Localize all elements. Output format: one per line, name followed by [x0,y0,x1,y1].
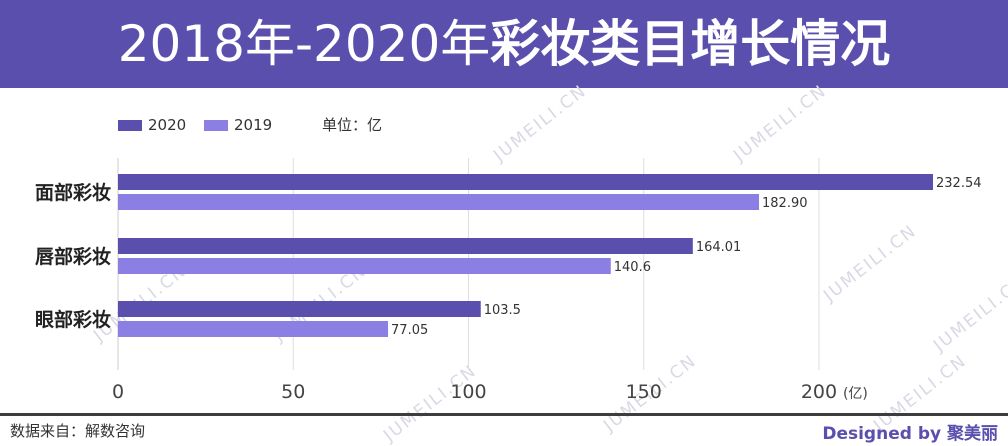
bar-2019 [118,321,389,337]
credit-text: Designed by 聚美丽 [822,424,998,444]
bar-2020 [118,301,481,317]
bar-2019 [118,194,760,210]
page-title: 2018年-2020年彩妆类目增长情况 [0,0,1008,88]
unit-label: 单位：亿 [322,116,383,134]
data-label: 103.5 [484,303,521,318]
title-main: 彩妆类目增长情况 [490,15,891,73]
source-text: 数据来自：解数咨询 [10,422,146,440]
x-tick-label: 150 [626,381,662,403]
data-label: 164.01 [696,240,742,255]
x-tick-label: 200 [801,381,837,403]
bar-2019 [118,258,611,274]
legend-label-2020: 2020 [148,116,187,134]
category-label: 唇部彩妆 [35,245,111,268]
x-unit-label: (亿) [843,386,868,402]
footer-divider [0,413,1008,416]
x-tick-label: 0 [112,381,124,403]
legend-item-2019: 2019 [204,114,272,136]
category-label: 面部彩妆 [35,181,111,204]
data-label: 232.54 [936,176,982,191]
legend-swatch-2020 [118,120,142,131]
bar-2020 [118,238,693,254]
bar-2020 [118,174,933,190]
category-label: 眼部彩妆 [35,308,111,331]
legend-item-2020: 2020 [118,114,186,136]
data-label: 182.90 [762,196,808,211]
legend-label-2019: 2019 [234,116,273,134]
title-years: 2018年-2020年 [117,15,491,73]
x-tick-label: 100 [450,381,486,403]
data-label: 77.05 [391,323,428,338]
legend-swatch-2019 [204,120,228,131]
title-banner: 2018年-2020年彩妆类目增长情况 [0,0,1008,88]
x-tick-label: 50 [281,381,305,403]
bar-chart: 0 50 100 150 200 (亿) 面部彩妆 232.54 182.90 唇部彩妆 164.0… [35,158,982,403]
data-label: 140.6 [614,260,651,275]
